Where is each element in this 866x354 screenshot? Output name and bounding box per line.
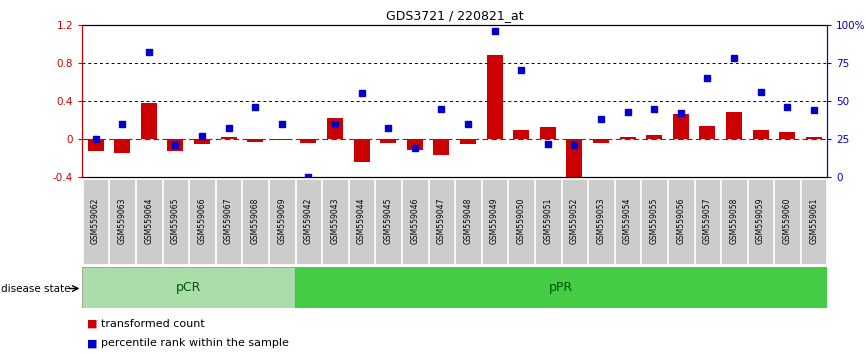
Text: GSM559065: GSM559065: [171, 198, 180, 245]
Bar: [380, 139, 396, 143]
FancyBboxPatch shape: [242, 179, 268, 264]
Text: GSM559067: GSM559067: [224, 198, 233, 245]
FancyBboxPatch shape: [535, 179, 560, 264]
Text: GSM559064: GSM559064: [145, 198, 153, 245]
FancyBboxPatch shape: [322, 179, 348, 264]
Text: percentile rank within the sample: percentile rank within the sample: [101, 338, 289, 348]
Text: ■: ■: [87, 319, 97, 329]
Bar: [114, 139, 130, 153]
Bar: [221, 137, 236, 139]
Bar: [487, 55, 502, 139]
Text: GSM559060: GSM559060: [783, 198, 792, 245]
Bar: [566, 139, 582, 187]
FancyBboxPatch shape: [642, 179, 667, 264]
FancyBboxPatch shape: [375, 179, 401, 264]
Text: GSM559052: GSM559052: [570, 198, 578, 245]
Bar: [407, 139, 423, 150]
Text: GSM559066: GSM559066: [197, 198, 206, 245]
FancyBboxPatch shape: [402, 179, 428, 264]
Text: transformed count: transformed count: [101, 319, 205, 329]
Text: GSM559049: GSM559049: [490, 198, 499, 245]
FancyBboxPatch shape: [295, 179, 321, 264]
Bar: [514, 130, 529, 139]
FancyBboxPatch shape: [83, 179, 108, 264]
FancyBboxPatch shape: [216, 179, 242, 264]
Bar: [274, 139, 290, 140]
Bar: [167, 139, 184, 151]
Bar: [460, 139, 476, 144]
Text: pCR: pCR: [176, 281, 202, 294]
Text: GSM559053: GSM559053: [597, 198, 605, 245]
Text: GSM559068: GSM559068: [250, 198, 260, 245]
FancyBboxPatch shape: [721, 179, 746, 264]
FancyBboxPatch shape: [136, 179, 162, 264]
Bar: [726, 112, 742, 139]
FancyBboxPatch shape: [508, 179, 534, 264]
Text: GDS3721 / 220821_at: GDS3721 / 220821_at: [386, 9, 523, 22]
Text: GSM559059: GSM559059: [756, 198, 765, 245]
Text: GSM559062: GSM559062: [91, 198, 100, 245]
Text: GSM559056: GSM559056: [676, 198, 685, 245]
Text: GSM559047: GSM559047: [436, 198, 446, 245]
Bar: [433, 139, 449, 155]
Text: GSM559063: GSM559063: [118, 198, 126, 245]
FancyBboxPatch shape: [668, 179, 694, 264]
Text: GSM559045: GSM559045: [384, 198, 392, 245]
FancyBboxPatch shape: [481, 179, 507, 264]
Bar: [619, 137, 636, 139]
Bar: [87, 139, 104, 151]
FancyBboxPatch shape: [561, 179, 587, 264]
Text: GSM559043: GSM559043: [331, 198, 339, 245]
Bar: [141, 103, 157, 139]
Text: GSM559048: GSM559048: [463, 198, 473, 245]
Bar: [295, 267, 827, 308]
Bar: [673, 114, 688, 139]
Text: ■: ■: [87, 338, 97, 348]
Bar: [327, 118, 343, 139]
Text: GSM559044: GSM559044: [357, 198, 366, 245]
FancyBboxPatch shape: [269, 179, 294, 264]
FancyBboxPatch shape: [747, 179, 773, 264]
FancyBboxPatch shape: [695, 179, 721, 264]
Text: GSM559050: GSM559050: [517, 198, 526, 245]
Bar: [194, 139, 210, 144]
Text: GSM559046: GSM559046: [410, 198, 419, 245]
Bar: [700, 126, 715, 139]
Text: GSM559055: GSM559055: [650, 198, 659, 245]
Bar: [753, 130, 768, 139]
Bar: [301, 139, 316, 143]
Text: GSM559051: GSM559051: [543, 198, 553, 245]
Bar: [540, 127, 556, 139]
FancyBboxPatch shape: [109, 179, 135, 264]
Bar: [593, 139, 609, 143]
Text: GSM559069: GSM559069: [277, 198, 287, 245]
FancyBboxPatch shape: [588, 179, 614, 264]
Text: GSM559042: GSM559042: [304, 198, 313, 245]
FancyBboxPatch shape: [163, 179, 188, 264]
FancyBboxPatch shape: [615, 179, 640, 264]
Bar: [247, 139, 263, 142]
Bar: [353, 139, 370, 162]
Text: GSM559058: GSM559058: [729, 198, 739, 245]
FancyBboxPatch shape: [429, 179, 454, 264]
Text: GSM559061: GSM559061: [809, 198, 818, 245]
FancyBboxPatch shape: [801, 179, 826, 264]
FancyBboxPatch shape: [456, 179, 481, 264]
Bar: [82, 267, 295, 308]
Bar: [779, 132, 795, 139]
Text: GSM559054: GSM559054: [623, 198, 632, 245]
Bar: [805, 137, 822, 139]
FancyBboxPatch shape: [189, 179, 215, 264]
FancyBboxPatch shape: [349, 179, 374, 264]
Text: disease state: disease state: [1, 284, 70, 293]
Text: GSM559057: GSM559057: [703, 198, 712, 245]
FancyBboxPatch shape: [774, 179, 800, 264]
Text: pPR: pPR: [549, 281, 573, 294]
Bar: [646, 135, 662, 139]
